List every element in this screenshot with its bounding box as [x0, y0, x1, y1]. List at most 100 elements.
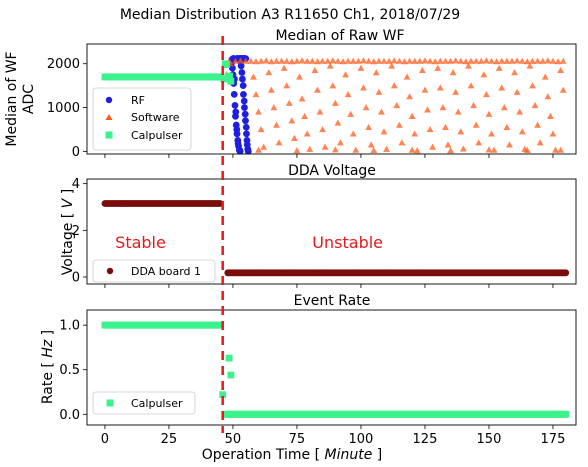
point-software [273, 121, 280, 128]
x-tick-label: 125 [413, 432, 438, 447]
panel-rate-points [101, 321, 570, 418]
point-calpulser [220, 75, 228, 83]
point-software [303, 130, 311, 137]
point-software [490, 146, 498, 153]
point-software [421, 86, 429, 93]
x-tick-label: 100 [349, 432, 374, 447]
point-software [252, 58, 260, 65]
point-rf [242, 123, 250, 131]
panel-median-x-ticks [104, 154, 554, 158]
point-software [362, 104, 370, 111]
point-software [559, 86, 567, 93]
point-software [331, 146, 339, 153]
legend-rate-box [92, 391, 196, 415]
point-software [321, 143, 329, 150]
point-software [523, 146, 531, 153]
point-software [395, 121, 403, 128]
point-software [559, 57, 567, 64]
point-software [500, 104, 508, 111]
point-software [329, 57, 337, 64]
point-software [498, 84, 506, 91]
point-software [539, 57, 547, 64]
point-software [434, 64, 442, 71]
point-software [288, 117, 296, 124]
panel-title-dda: DDA Voltage [288, 163, 376, 179]
panel-dda-points [101, 200, 570, 277]
point-software [326, 62, 334, 69]
point-rf [236, 147, 244, 154]
point-software [467, 82, 475, 89]
point-software [544, 93, 552, 100]
point-software [301, 112, 309, 120]
point-software [516, 108, 524, 115]
point-software [413, 147, 421, 154]
point-software [431, 58, 439, 65]
annotation-stable: Stable [115, 233, 166, 252]
point-software [247, 57, 255, 64]
point-software [495, 64, 503, 71]
legend-software-label: Software [131, 111, 180, 124]
point-software [365, 123, 373, 130]
x-label-end: ] [372, 447, 382, 463]
point-software [280, 64, 288, 71]
point-software [401, 58, 408, 65]
x-tick-label: 0 [101, 432, 109, 447]
legend-calpulser-label: Calpulser [131, 129, 183, 142]
point-software [439, 104, 447, 111]
point-software [449, 69, 457, 76]
point-software [370, 58, 378, 65]
point-software [319, 126, 326, 133]
point-software [454, 108, 462, 115]
point-software [549, 130, 557, 137]
point-rf [240, 90, 247, 98]
point-software [531, 101, 539, 109]
point-software [511, 69, 518, 76]
y-tick-label: 2000 [47, 57, 80, 72]
point-calpulser [225, 354, 233, 362]
y-label-median-line1: Median of WF [4, 51, 20, 146]
panel-median-y-ticks: 0 1000 2000 [47, 57, 87, 160]
x-tick-label: 50 [225, 432, 242, 447]
y-tick-label: 0 [72, 271, 80, 286]
point-software [395, 57, 403, 64]
panel-dda-frame [86, 178, 577, 285]
point-software [442, 57, 449, 64]
point-software [342, 71, 349, 78]
point-software [444, 141, 452, 148]
point-rf [233, 126, 241, 133]
point-software [408, 146, 416, 153]
point-software [370, 146, 378, 153]
point-software [534, 121, 541, 128]
panel-dda-voltage: DDA Voltage 0 2 4 Voltage [ V ] Stable Uns… [60, 163, 577, 288]
point-calpulser [227, 77, 235, 85]
point-software [452, 57, 460, 64]
point-software [283, 82, 291, 89]
point-software [398, 139, 406, 146]
point-software [513, 57, 521, 64]
point-software [344, 57, 352, 64]
point-software [250, 73, 257, 80]
x-tick-label: 175 [541, 432, 566, 447]
y-tick-label: 2 [72, 224, 80, 239]
point-software [270, 104, 278, 111]
y-label-voltage-end: ] [60, 189, 76, 199]
point-software [544, 57, 552, 64]
point-rf [239, 82, 247, 90]
point-software [293, 147, 301, 154]
point-software [296, 73, 303, 80]
point-software [459, 145, 467, 152]
figure-suptitle: Median Distribution A3 R11650 Ch1, 2018/… [120, 7, 460, 23]
point-software [436, 84, 444, 91]
point-software [488, 130, 495, 137]
point-software [470, 101, 477, 109]
point-software [349, 130, 357, 137]
point-software [375, 88, 383, 95]
point-software [465, 62, 472, 69]
legend-rate-calpulser-label: Calpulser [131, 397, 183, 410]
point-software [385, 57, 393, 64]
point-software [314, 58, 321, 65]
point-rf [243, 141, 251, 149]
y-label-voltage-main: Voltage [ [60, 208, 76, 275]
